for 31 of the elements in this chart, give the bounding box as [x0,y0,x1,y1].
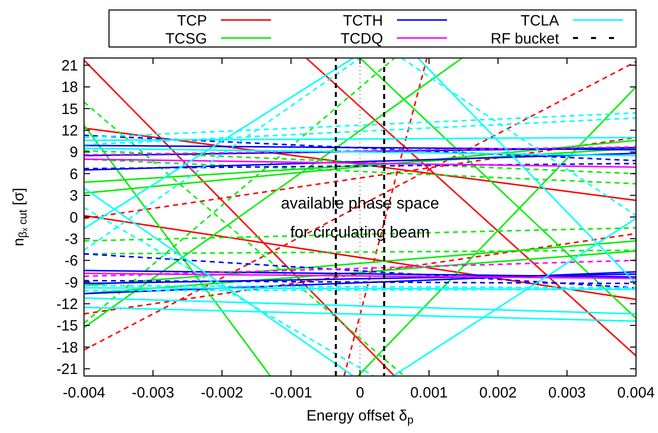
y-tick-label: -21 [56,361,78,378]
legend-label: TCSG [165,30,207,48]
y-tick-label: 18 [61,79,78,96]
x-axis-title: Energy offset δ$_{p}$ [306,407,414,426]
x-tick-label: -0.001 [270,384,312,402]
x-tick-label: -0.004 [62,384,106,402]
y-tick-label: 9 [70,144,78,162]
legend-label: TCLA [520,12,559,30]
legend-label: TCP [177,12,207,30]
y-tick-label: 3 [70,188,78,205]
y-tick-label: 0 [70,209,78,226]
x-tick-label: 0 [356,384,364,402]
y-tick-label: 12 [61,122,78,140]
y-tick-label: -3 [64,230,78,248]
y-tick-label: -6 [64,252,78,270]
y-tick-label: 15 [61,100,78,118]
x-tick-label: -0.003 [132,384,174,402]
x-tick-label: -0.002 [200,384,244,402]
x-tick-label: 0.003 [548,384,586,402]
y-tick-label: -12 [56,296,78,313]
x-tick-label: 0.001 [410,384,448,402]
x-tick-label: 0.002 [479,384,517,402]
y-tick-label: -15 [56,318,78,335]
x-tick-label: 0.004 [617,384,655,402]
legend-label: TCTH [343,12,383,30]
y-tick-label: -18 [56,339,78,356]
y-tick-label: -9 [64,274,78,292]
legend-label: RF bucket [490,30,560,48]
legend-label: TCDQ [340,30,383,48]
y-tick-label: 21 [61,57,78,74]
y-tick-label: 6 [70,166,78,183]
